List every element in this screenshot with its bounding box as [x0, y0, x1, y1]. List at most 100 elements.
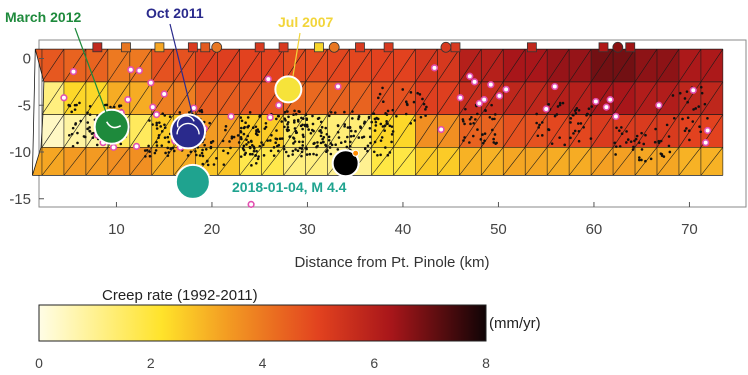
seismic-event-dot — [550, 142, 554, 145]
mesh-diagonal-line — [437, 114, 460, 148]
seismic-event-dot — [163, 126, 167, 129]
mesh-diagonal-line — [700, 81, 724, 115]
seismic-event-dot — [297, 140, 301, 144]
seismic-event-dot — [343, 110, 346, 114]
seismic-event-dot — [305, 153, 309, 156]
seismic-event-dot — [248, 111, 252, 114]
seismic-event-dot — [413, 119, 417, 122]
surface-marker-square — [383, 42, 394, 53]
mesh-diagonal-line — [173, 81, 196, 115]
surface-marker-square — [314, 42, 324, 53]
event-circle-1 — [170, 113, 207, 150]
seismic-event-dot — [242, 148, 246, 152]
seismic-event-dot — [158, 121, 161, 124]
seismic-event-dot — [248, 146, 252, 150]
seismic-event-dot — [68, 104, 72, 108]
seismic-event-dot — [88, 126, 91, 129]
seismic-event-dot — [336, 148, 340, 151]
repeating-earthquakes — [60, 64, 712, 208]
seismic-event-dot — [662, 155, 666, 158]
seismic-event-dot — [148, 119, 151, 122]
mesh-diagonal-line — [546, 114, 570, 148]
colorbar-tick-label: 6 — [370, 355, 378, 371]
seismic-event-dot — [476, 112, 479, 116]
seismic-event-dot — [163, 114, 167, 117]
seismic-event-dot — [161, 112, 165, 115]
mesh-diagonal-line — [612, 147, 636, 176]
y-axis-ticks: 0 -5 -10 -15 — [9, 51, 44, 208]
seismic-event-dot — [307, 128, 310, 131]
seismic-event-dot — [311, 114, 314, 118]
seismic-event-dot — [579, 122, 583, 125]
seismic-event-dot — [151, 123, 154, 126]
x-tick-label: 20 — [204, 221, 221, 238]
seismic-event-dot — [172, 149, 176, 153]
seismic-event-dot — [198, 154, 202, 157]
seismic-event-dot — [215, 156, 218, 160]
seismic-event-dot — [386, 153, 390, 157]
seismic-event-dot — [706, 117, 709, 120]
surface-marker-square — [450, 42, 461, 53]
event-label-march-2012: March 2012 — [5, 9, 81, 25]
repeater-ring — [227, 112, 235, 121]
seismic-event-dot — [388, 151, 392, 154]
mesh-diagonal-line — [459, 81, 482, 115]
seismic-event-dot — [291, 149, 295, 153]
seismic-event-dot — [303, 123, 307, 127]
seismic-event-dot — [343, 123, 347, 126]
seismic-event-dot — [293, 140, 297, 143]
seismic-event-dot — [380, 136, 384, 139]
event-circle-3 — [174, 163, 211, 200]
y-tick-label: -5 — [18, 97, 31, 114]
y-tick-label: -15 — [9, 191, 31, 208]
seismic-event-dot — [343, 125, 346, 128]
seismic-event-dot — [379, 122, 383, 126]
repeater-ring — [480, 96, 488, 104]
event-circle-spark — [352, 149, 360, 157]
seismic-event-dot — [388, 124, 392, 128]
seismic-event-dot — [703, 102, 707, 106]
seismic-event-dot — [286, 120, 290, 124]
repeater-ring — [60, 94, 68, 102]
seismic-event-dot — [305, 147, 308, 151]
seismic-event-dot — [148, 154, 152, 158]
seismic-event-dot — [492, 141, 496, 144]
seismic-event-dot — [147, 144, 150, 148]
seismic-event-dot — [362, 122, 366, 125]
seismic-event-dot — [282, 147, 286, 151]
seismic-event-dot — [277, 149, 280, 153]
seismic-event-dot — [569, 136, 572, 140]
seismic-event-dot — [73, 103, 77, 107]
mesh-diagonal-line — [371, 81, 394, 115]
seismic-event-dot — [249, 139, 253, 143]
seismic-event-dot — [300, 147, 304, 150]
seismic-event-dot — [155, 123, 158, 127]
seismic-event-dot — [537, 126, 540, 129]
seismic-event-dot — [366, 144, 370, 148]
seismic-event-dot — [685, 90, 689, 93]
seismic-event-dot — [384, 146, 387, 149]
mesh-diagonal-line — [283, 114, 306, 148]
colorbar — [38, 304, 487, 342]
repeater-ring — [147, 79, 155, 87]
seismic-event-dot — [224, 128, 227, 132]
mesh-diagonal-line — [678, 147, 702, 176]
seismic-event-dot — [351, 117, 354, 120]
x-tick-label: 40 — [395, 221, 412, 238]
seismic-event-dot — [547, 103, 551, 106]
mesh-diagonal-line — [437, 147, 460, 176]
surface-marker-circle — [211, 41, 223, 53]
mesh-diagonal-line — [239, 147, 262, 176]
seismic-event-dot — [239, 116, 243, 119]
seismic-event-dot — [298, 146, 302, 150]
seismic-event-dot — [381, 86, 384, 90]
seismic-event-dot — [346, 126, 350, 129]
seismic-event-dot — [688, 138, 691, 142]
seismic-event-dot — [254, 125, 258, 129]
repeater-ring — [160, 90, 168, 98]
repeater-ring — [502, 85, 510, 93]
seismic-event-dot — [194, 153, 198, 157]
seismic-event-dot — [144, 155, 147, 158]
seismic-event-dot — [308, 152, 312, 156]
colorbar-tick-label: 0 — [35, 355, 43, 371]
